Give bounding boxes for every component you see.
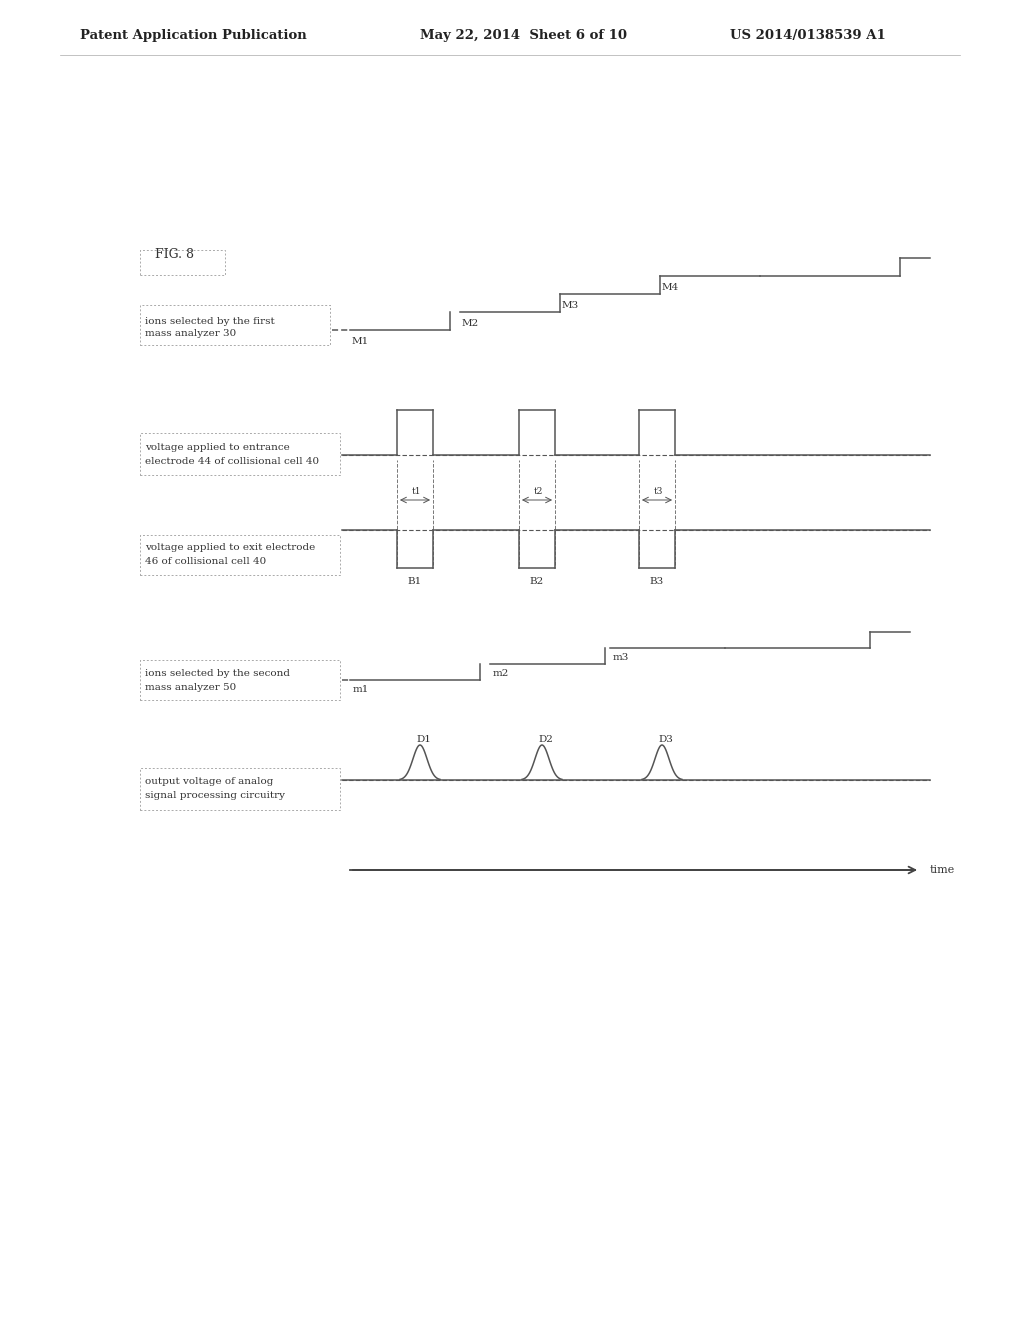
Text: output voltage of analog: output voltage of analog: [145, 777, 273, 787]
Text: m2: m2: [493, 669, 509, 678]
Text: D3: D3: [658, 735, 674, 744]
Text: t1: t1: [412, 487, 421, 496]
Text: electrode 44 of collisional cell 40: electrode 44 of collisional cell 40: [145, 457, 319, 466]
Text: 46 of collisional cell 40: 46 of collisional cell 40: [145, 557, 266, 566]
Text: M3: M3: [562, 301, 580, 310]
Text: mass analyzer 50: mass analyzer 50: [145, 682, 237, 692]
Text: t3: t3: [653, 487, 663, 496]
Text: voltage applied to entrance: voltage applied to entrance: [145, 442, 290, 451]
Text: voltage applied to exit electrode: voltage applied to exit electrode: [145, 544, 315, 553]
Text: M2: M2: [462, 319, 479, 327]
Text: M4: M4: [662, 282, 679, 292]
Text: m3: m3: [613, 653, 630, 663]
Text: B1: B1: [408, 577, 422, 586]
Text: ions selected by the second: ions selected by the second: [145, 668, 290, 677]
Text: M1: M1: [352, 337, 370, 346]
Text: FIG. 8: FIG. 8: [155, 248, 194, 261]
Text: May 22, 2014  Sheet 6 of 10: May 22, 2014 Sheet 6 of 10: [420, 29, 627, 41]
Text: ions selected by the first: ions selected by the first: [145, 317, 274, 326]
Text: D1: D1: [417, 735, 431, 744]
Text: Patent Application Publication: Patent Application Publication: [80, 29, 307, 41]
Text: B2: B2: [529, 577, 544, 586]
Text: mass analyzer 30: mass analyzer 30: [145, 329, 237, 338]
Text: m1: m1: [353, 685, 370, 694]
Text: B3: B3: [650, 577, 665, 586]
Text: US 2014/0138539 A1: US 2014/0138539 A1: [730, 29, 886, 41]
Text: time: time: [930, 865, 955, 875]
Text: t2: t2: [534, 487, 543, 496]
Text: signal processing circuitry: signal processing circuitry: [145, 792, 285, 800]
Text: D2: D2: [539, 735, 553, 744]
